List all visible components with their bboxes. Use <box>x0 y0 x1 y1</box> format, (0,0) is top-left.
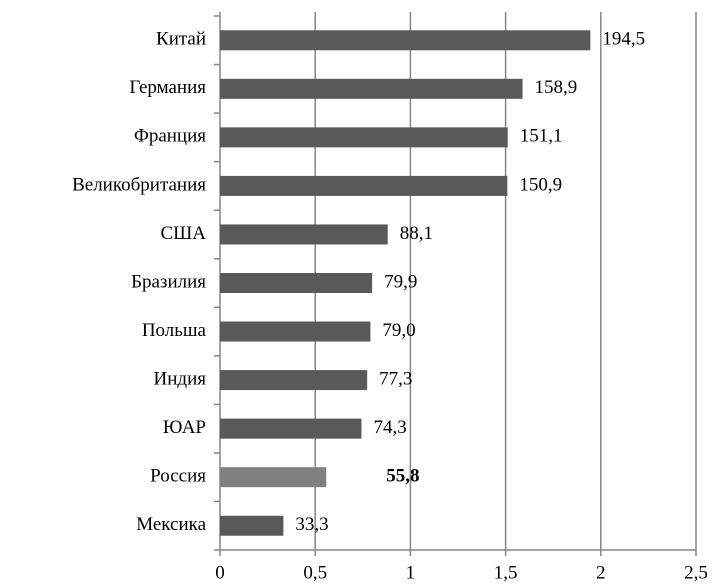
value-label: 194,5 <box>602 29 645 50</box>
bar <box>220 78 523 99</box>
x-tick-label: 0 <box>215 562 225 583</box>
y-tick-label: Россия <box>150 466 206 487</box>
value-label: 55,8 <box>386 466 419 487</box>
y-tick-label: ЮАР <box>163 417 206 438</box>
value-label: 77,3 <box>379 368 412 389</box>
bar <box>220 370 368 391</box>
bar <box>220 273 373 293</box>
bar <box>220 321 371 342</box>
y-tick-label: Великобритания <box>72 174 206 195</box>
y-tick-label: США <box>160 223 206 244</box>
value-label: 79,9 <box>384 271 417 292</box>
value-label: 79,0 <box>382 320 415 341</box>
bar <box>220 175 508 196</box>
x-tick-label: 2 <box>596 562 606 583</box>
x-tick-label: 1 <box>406 562 416 583</box>
value-label: 33,3 <box>295 514 328 535</box>
y-tick-label: Франция <box>134 126 206 147</box>
value-label: 150,9 <box>519 174 562 195</box>
bar <box>220 127 508 148</box>
bar <box>220 418 362 439</box>
y-tick-label: Бразилия <box>131 271 206 292</box>
value-label: 158,9 <box>535 77 578 98</box>
x-tick-label: 1,5 <box>494 562 518 583</box>
value-label: 151,1 <box>520 126 563 147</box>
bar <box>220 30 591 51</box>
y-tick-label: Китай <box>156 29 206 50</box>
x-tick-label: 2,5 <box>684 562 708 583</box>
x-tick-label: 0,5 <box>303 562 327 583</box>
y-tick-label: Индия <box>154 368 207 389</box>
y-tick-label: Мексика <box>136 514 206 535</box>
value-label: 88,1 <box>400 223 433 244</box>
value-label: 74,3 <box>373 417 406 438</box>
y-tick-label: Германия <box>129 77 206 98</box>
bar <box>220 224 388 245</box>
y-tick-label: Польша <box>142 320 207 341</box>
bar <box>220 515 284 536</box>
bar <box>220 467 327 488</box>
